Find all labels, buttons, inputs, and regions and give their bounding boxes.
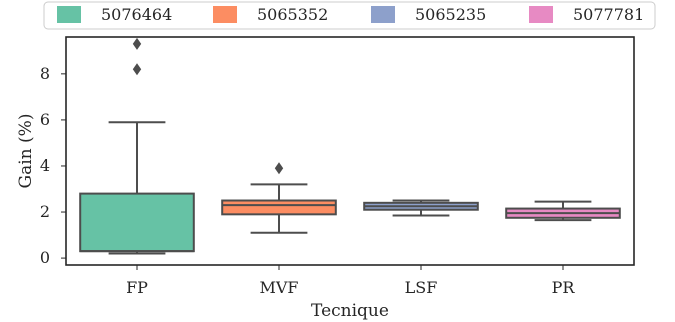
x-tick-label: PR — [552, 278, 576, 297]
legend-frame — [43, 1, 656, 30]
legend: 5076464 5065352 5065235 5077781 — [43, 1, 656, 30]
y-axis-label: Gain (%) — [16, 114, 36, 189]
boxes — [79, 37, 621, 255]
x-axis-label: Tecnique — [311, 301, 389, 321]
legend-swatch — [213, 6, 237, 23]
box-pr — [505, 200, 621, 222]
outlier-marker — [132, 37, 142, 50]
x-tick-label: LSF — [405, 278, 438, 297]
legend-label: 5065235 — [415, 5, 486, 24]
box-lsf — [363, 199, 479, 217]
legend-swatch — [57, 6, 81, 23]
box-mvf — [221, 162, 337, 234]
plot-area-frame — [65, 36, 635, 266]
outlier-marker — [132, 63, 142, 76]
y-tick-label: 0 — [40, 248, 50, 267]
box-body — [79, 192, 195, 253]
y-tick-label: 8 — [40, 64, 50, 83]
y-tick-label: 6 — [40, 110, 50, 129]
box-fp — [79, 37, 195, 255]
x-tick-label: FP — [126, 278, 148, 297]
x-tick-label: MVF — [259, 278, 298, 297]
legend-swatch — [529, 6, 553, 23]
y-tick-label: 2 — [40, 202, 50, 221]
legend-swatch — [371, 6, 395, 23]
y-axis-ticks: 0 2 4 6 8 — [40, 64, 66, 267]
outlier-marker — [274, 162, 284, 175]
y-tick-label: 4 — [40, 156, 50, 175]
x-axis-ticks: FP MVF LSF PR — [126, 265, 575, 297]
legend-label: 5065352 — [257, 5, 328, 24]
box-body — [221, 199, 337, 216]
legend-label: 5076464 — [101, 5, 172, 24]
legend-label: 5077781 — [573, 5, 644, 24]
